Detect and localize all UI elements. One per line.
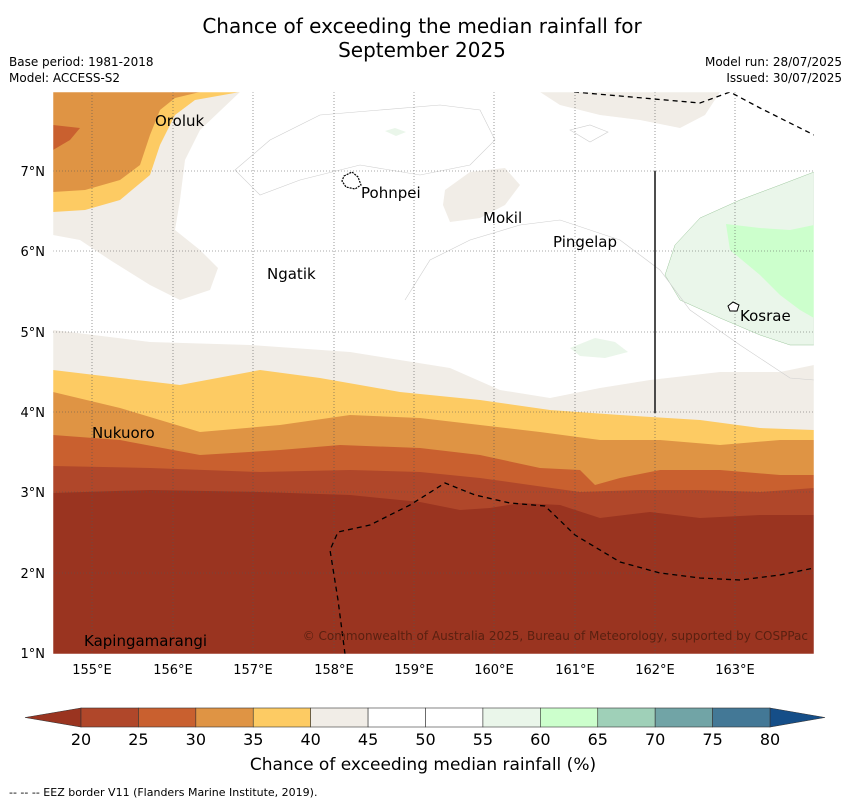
pohnpei-island-shape [341, 171, 362, 190]
colorbar-tick: 65 [588, 730, 608, 749]
place-labels: Oroluk Pohnpei Mokil Pingelap Ngatik Kos… [84, 112, 791, 650]
band-30-35-north [53, 92, 200, 192]
eez-borders [329, 92, 814, 654]
band-below-20 [53, 490, 814, 654]
band-25-30-north [53, 125, 80, 150]
colorbar-tick: 75 [702, 730, 722, 749]
eez-footnote: -- -- -- EEZ border V11 (Flanders Marine… [9, 786, 318, 799]
base-period: Base period: 1981-2018 [9, 55, 154, 69]
colorbar-label: Chance of exceeding median rainfall (%) [249, 755, 597, 775]
band-55-60-small [570, 338, 628, 358]
colorbar-tick: 30 [186, 730, 206, 749]
band-40-45-mokil [443, 168, 520, 222]
colorbar-segment [540, 707, 599, 728]
lon-tick: 157°E [233, 663, 273, 678]
lat-tick: 7°N [21, 165, 46, 180]
colorbar-segment [597, 707, 656, 728]
colorbar-over-arrow [769, 707, 826, 728]
lon-tick: 159°E [394, 663, 434, 678]
colorbar-tick: 45 [358, 730, 378, 749]
lat-tick: 2°N [21, 567, 46, 582]
lon-tick: 156°E [153, 663, 193, 678]
contour-lines [234, 104, 814, 381]
map-title: Chance of exceeding the median rainfall … [0, 14, 847, 62]
meta-right: Model run: 28/07/2025 Issued: 30/07/2025 [705, 54, 842, 86]
map-plot-area [53, 92, 814, 654]
place-pingelap: Pingelap [553, 233, 617, 251]
colorbar-segment [138, 707, 197, 728]
colorbar-tick: 80 [760, 730, 780, 749]
lon-tick: 155°E [72, 663, 112, 678]
colorbar-tick: 55 [473, 730, 493, 749]
colorbar-tick: 70 [645, 730, 665, 749]
colorbar-segment [252, 707, 311, 728]
lat-tick: 6°N [21, 245, 46, 260]
colorbar-tick: 50 [415, 730, 435, 749]
colorbar-tick: 40 [300, 730, 320, 749]
band-55-60 [664, 171, 814, 346]
place-oroluk: Oroluk [155, 112, 204, 130]
place-mokil: Mokil [483, 209, 522, 227]
lon-tick: 161°E [555, 663, 595, 678]
lon-tick: 162°E [635, 663, 675, 678]
lat-tick: 1°N [21, 647, 46, 662]
place-ngatik: Ngatik [267, 265, 316, 283]
band-60-65 [726, 224, 814, 318]
colorbar-segment [367, 707, 426, 728]
colorbar-segment [80, 707, 139, 728]
title-line-1: Chance of exceeding the median rainfall … [202, 14, 642, 38]
colorbar-tick: 35 [243, 730, 263, 749]
gridlines [53, 92, 814, 654]
colorbar-segment [482, 707, 541, 728]
lat-tick: 3°N [21, 486, 46, 501]
lat-tick: 4°N [21, 406, 46, 421]
place-pohnpei: Pohnpei [361, 184, 421, 202]
lon-tick: 160°E [474, 663, 514, 678]
model-run: Model run: 28/07/2025 [704, 55, 842, 69]
model-name: Model: ACCESS-S2 [9, 71, 121, 85]
colorbar-under-arrow [24, 707, 82, 728]
colorbar-tick: 25 [128, 730, 148, 749]
lon-tick: 158°E [314, 663, 354, 678]
lat-tick: 5°N [21, 326, 46, 341]
lon-tick: 163°E [715, 663, 755, 678]
colorbar-segment [310, 707, 369, 728]
copyright-notice: © Commonwealth of Australia 2025, Bureau… [303, 629, 808, 643]
meta-left: Base period: 1981-2018 Model: ACCESS-S2 [9, 54, 154, 86]
kosrae-island-shape [727, 301, 740, 312]
colorbar-segment [425, 707, 484, 728]
lon-tick-labels: 155°E 156°E 157°E 158°E 159°E 160°E 161°… [72, 663, 755, 678]
place-kosrae: Kosrae [740, 307, 791, 325]
lat-tick-labels: 7°N 6°N 5°N 4°N 3°N 2°N 1°N [21, 165, 46, 662]
band-55-60-tiny [385, 128, 406, 136]
colorbar: 20 25 30 35 40 45 50 55 60 65 70 75 80 [24, 707, 826, 749]
colorbar-segment [712, 707, 771, 728]
colorbar-tick: 20 [71, 730, 91, 749]
issued-date: Issued: 30/07/2025 [726, 71, 842, 85]
colorbar-tick: 60 [530, 730, 550, 749]
place-nukuoro: Nukuoro [92, 424, 155, 442]
title-line-2: September 2025 [338, 38, 506, 62]
colorbar-segment [654, 707, 713, 728]
colorbar-segment [195, 707, 254, 728]
place-kapingamarangi: Kapingamarangi [84, 632, 207, 650]
plot-frame [52, 91, 815, 655]
